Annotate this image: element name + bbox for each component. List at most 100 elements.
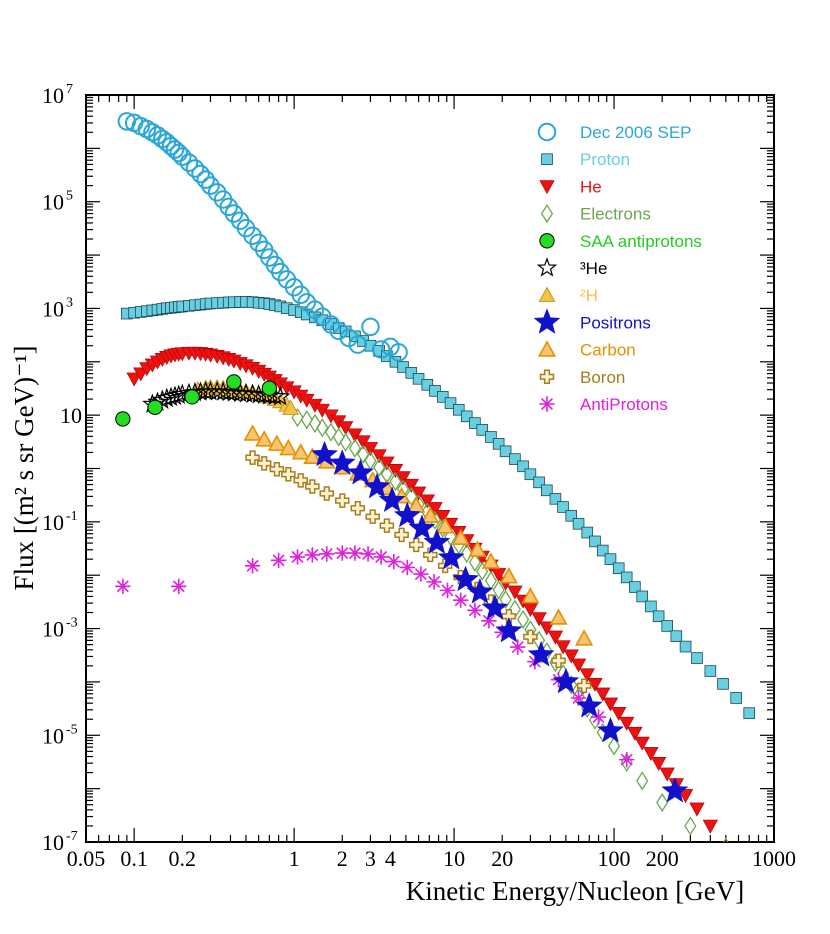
x-tick-label: 0.2 — [169, 846, 197, 871]
data-point — [347, 428, 363, 443]
data-point — [269, 461, 285, 477]
data-point — [557, 501, 569, 513]
data-point — [267, 434, 286, 451]
legend-label: AntiProtons — [580, 395, 668, 414]
series-boron — [245, 450, 592, 693]
legend-label: SAA antiprotons — [580, 232, 702, 251]
data-point — [291, 443, 310, 460]
data-point — [339, 432, 352, 452]
data-point — [539, 233, 555, 249]
legend-label: Boron — [580, 368, 625, 387]
data-point — [389, 343, 408, 362]
data-point — [169, 143, 188, 163]
data-point — [378, 486, 406, 513]
data-point — [509, 453, 521, 465]
data-point — [360, 546, 376, 562]
data-point — [421, 379, 434, 391]
legend-label: Electrons — [580, 205, 651, 224]
data-point — [551, 653, 566, 668]
data-point — [168, 384, 189, 405]
data-point — [171, 578, 187, 594]
data-point — [423, 547, 438, 563]
data-point — [481, 552, 500, 569]
y-tick-label: 10 — [60, 403, 82, 428]
data-point — [541, 153, 553, 166]
data-point — [413, 566, 429, 582]
data-point — [604, 553, 617, 565]
data-point — [677, 789, 694, 804]
data-point — [533, 476, 545, 489]
data-point — [242, 383, 263, 404]
data-point — [439, 582, 456, 599]
y-tick-exponent: 5 — [66, 189, 73, 204]
data-point — [305, 479, 320, 494]
data-point — [579, 668, 595, 683]
data-point — [499, 445, 512, 458]
data-point — [521, 587, 540, 604]
data-point — [536, 257, 558, 277]
data-point — [492, 580, 505, 600]
data-point — [595, 687, 611, 702]
data-point — [361, 317, 380, 337]
data-point — [619, 716, 635, 731]
data-point — [179, 153, 199, 172]
data-point — [332, 427, 345, 447]
data-point — [467, 602, 483, 619]
data-point — [334, 545, 350, 561]
data-point — [335, 493, 350, 508]
data-point — [565, 509, 578, 522]
data-point — [371, 449, 387, 464]
data-point — [539, 621, 555, 636]
data-point — [255, 430, 274, 447]
legend-label: He — [580, 177, 602, 196]
y-tick-label: 10 — [42, 296, 64, 321]
data-point — [281, 467, 296, 482]
data-point — [362, 442, 379, 456]
data-point — [201, 176, 220, 195]
data-point — [531, 612, 547, 627]
data-point — [481, 594, 509, 620]
data-point — [492, 438, 505, 450]
data-point — [412, 372, 425, 385]
data-point — [596, 544, 609, 557]
data-point — [481, 613, 497, 629]
data-point — [702, 819, 719, 834]
y-tick-exponent: 7 — [66, 82, 73, 97]
data-point — [636, 590, 649, 603]
data-point — [403, 478, 419, 493]
x-tick-label: 1 — [289, 846, 300, 871]
y-tick-exponent: -7 — [66, 829, 78, 844]
data-point — [338, 421, 354, 436]
legend-item: Positrons — [533, 308, 651, 334]
data-point — [303, 447, 322, 464]
data-point — [346, 458, 374, 485]
data-point — [563, 649, 579, 664]
data-point — [308, 413, 322, 434]
data-point — [517, 460, 529, 473]
data-point — [684, 816, 697, 836]
data-point — [629, 581, 641, 593]
data-point — [659, 767, 675, 782]
data-point — [394, 527, 409, 543]
data-point — [389, 471, 402, 492]
data-point — [444, 397, 457, 409]
data-point — [311, 440, 339, 467]
series-positrons — [311, 440, 689, 803]
legend-item: Carbon — [537, 340, 636, 360]
data-point — [717, 678, 729, 690]
data-point — [373, 457, 386, 477]
data-point — [533, 308, 561, 334]
data-point — [164, 385, 186, 406]
x-tick-label: 1000 — [752, 846, 796, 871]
data-point — [549, 608, 568, 625]
data-point — [212, 381, 234, 401]
x-tick-label: 3 — [365, 846, 376, 871]
data-point — [184, 389, 200, 405]
data-point — [627, 726, 643, 741]
data-point — [495, 616, 523, 643]
data-point — [469, 417, 481, 429]
legend-label: Dec 2006 SEP — [580, 123, 692, 142]
data-point — [575, 692, 603, 718]
